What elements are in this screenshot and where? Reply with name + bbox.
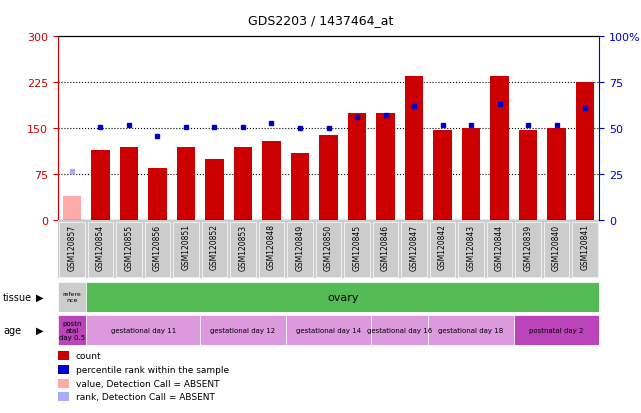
FancyBboxPatch shape <box>315 222 342 278</box>
Text: gestational day 11: gestational day 11 <box>111 327 176 333</box>
Text: gestational day 12: gestational day 12 <box>210 327 276 333</box>
Text: gestational day 18: gestational day 18 <box>438 327 504 333</box>
Bar <box>148 169 167 221</box>
Bar <box>319 135 338 221</box>
Text: GSM120847: GSM120847 <box>410 224 419 270</box>
Text: GSM120843: GSM120843 <box>467 224 476 270</box>
Text: GSM120850: GSM120850 <box>324 224 333 270</box>
Bar <box>576 83 594 221</box>
Text: GSM120846: GSM120846 <box>381 224 390 270</box>
Text: GSM120842: GSM120842 <box>438 224 447 270</box>
FancyBboxPatch shape <box>458 222 484 278</box>
FancyBboxPatch shape <box>259 222 285 278</box>
Text: tissue: tissue <box>3 292 32 302</box>
FancyBboxPatch shape <box>572 222 598 278</box>
Bar <box>120 147 138 221</box>
Text: gestational day 16: gestational day 16 <box>367 327 433 333</box>
Bar <box>348 114 366 221</box>
Text: gestational day 14: gestational day 14 <box>296 327 361 333</box>
FancyBboxPatch shape <box>145 222 171 278</box>
Bar <box>200 315 286 345</box>
Text: GSM120844: GSM120844 <box>495 224 504 270</box>
Text: count: count <box>76 351 101 361</box>
Bar <box>234 147 253 221</box>
Text: GSM120853: GSM120853 <box>238 224 247 270</box>
Bar <box>58 282 86 312</box>
Text: percentile rank within the sample: percentile rank within the sample <box>76 365 229 374</box>
Text: GSM120840: GSM120840 <box>552 224 561 270</box>
Text: GSM120849: GSM120849 <box>296 224 304 270</box>
Bar <box>547 129 566 221</box>
Text: GSM120854: GSM120854 <box>96 224 105 270</box>
Text: GSM120857: GSM120857 <box>67 224 76 270</box>
Text: postn
atal
day 0.5: postn atal day 0.5 <box>59 320 85 340</box>
Bar <box>376 114 395 221</box>
FancyBboxPatch shape <box>116 222 142 278</box>
Bar <box>63 197 81 221</box>
Bar <box>86 315 200 345</box>
FancyBboxPatch shape <box>515 222 541 278</box>
Bar <box>490 77 509 221</box>
FancyBboxPatch shape <box>88 222 113 278</box>
Bar <box>91 150 110 221</box>
FancyBboxPatch shape <box>372 222 398 278</box>
Bar <box>291 154 309 221</box>
FancyBboxPatch shape <box>202 222 228 278</box>
Text: GSM120848: GSM120848 <box>267 224 276 270</box>
FancyBboxPatch shape <box>344 222 370 278</box>
Text: GSM120841: GSM120841 <box>581 224 590 270</box>
Text: GSM120856: GSM120856 <box>153 224 162 270</box>
Text: GSM120845: GSM120845 <box>353 224 362 270</box>
Text: ovary: ovary <box>327 292 358 302</box>
Bar <box>58 315 86 345</box>
FancyBboxPatch shape <box>544 222 569 278</box>
FancyBboxPatch shape <box>173 222 199 278</box>
Bar <box>462 129 480 221</box>
Bar <box>428 315 514 345</box>
Text: GSM120839: GSM120839 <box>524 224 533 270</box>
Bar <box>286 315 371 345</box>
Text: refere
nce: refere nce <box>63 292 81 302</box>
Bar <box>514 315 599 345</box>
Bar <box>371 315 428 345</box>
Text: age: age <box>3 325 21 335</box>
FancyBboxPatch shape <box>429 222 455 278</box>
FancyBboxPatch shape <box>230 222 256 278</box>
Text: GSM120852: GSM120852 <box>210 224 219 270</box>
Text: value, Detection Call = ABSENT: value, Detection Call = ABSENT <box>76 379 219 388</box>
Bar <box>205 160 224 221</box>
Text: postnatal day 2: postnatal day 2 <box>529 327 584 333</box>
Text: GSM120851: GSM120851 <box>181 224 190 270</box>
Text: rank, Detection Call = ABSENT: rank, Detection Call = ABSENT <box>76 392 215 401</box>
Bar <box>404 77 423 221</box>
Text: GDS2203 / 1437464_at: GDS2203 / 1437464_at <box>248 14 393 27</box>
Text: GSM120855: GSM120855 <box>124 224 133 270</box>
Bar <box>177 147 196 221</box>
FancyBboxPatch shape <box>287 222 313 278</box>
Text: ▶: ▶ <box>36 325 44 335</box>
Bar <box>519 130 537 221</box>
FancyBboxPatch shape <box>487 222 512 278</box>
FancyBboxPatch shape <box>59 222 85 278</box>
FancyBboxPatch shape <box>401 222 427 278</box>
Bar <box>433 130 452 221</box>
Text: ▶: ▶ <box>36 292 44 302</box>
Bar <box>262 141 281 221</box>
